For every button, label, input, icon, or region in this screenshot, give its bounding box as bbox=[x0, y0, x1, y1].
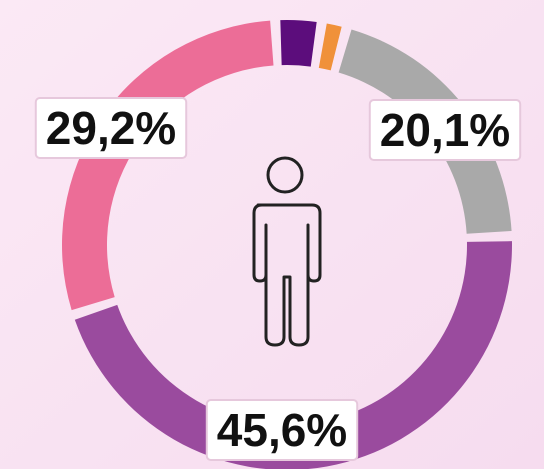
segment bbox=[338, 29, 512, 234]
ring bbox=[61, 20, 512, 469]
value-label: 45,6% bbox=[217, 404, 347, 456]
label-box bbox=[368, 99, 522, 161]
segment bbox=[280, 20, 317, 67]
value-label: 29,2% bbox=[46, 102, 176, 154]
label-box bbox=[34, 97, 188, 159]
value-label: 20,1% bbox=[380, 104, 510, 156]
labels: 20,1% 45,6% 29,2% bbox=[34, 97, 522, 461]
label-box bbox=[205, 399, 359, 461]
segment bbox=[74, 241, 512, 469]
segment bbox=[318, 23, 342, 71]
segment bbox=[61, 20, 274, 311]
person-icon bbox=[252, 156, 322, 347]
